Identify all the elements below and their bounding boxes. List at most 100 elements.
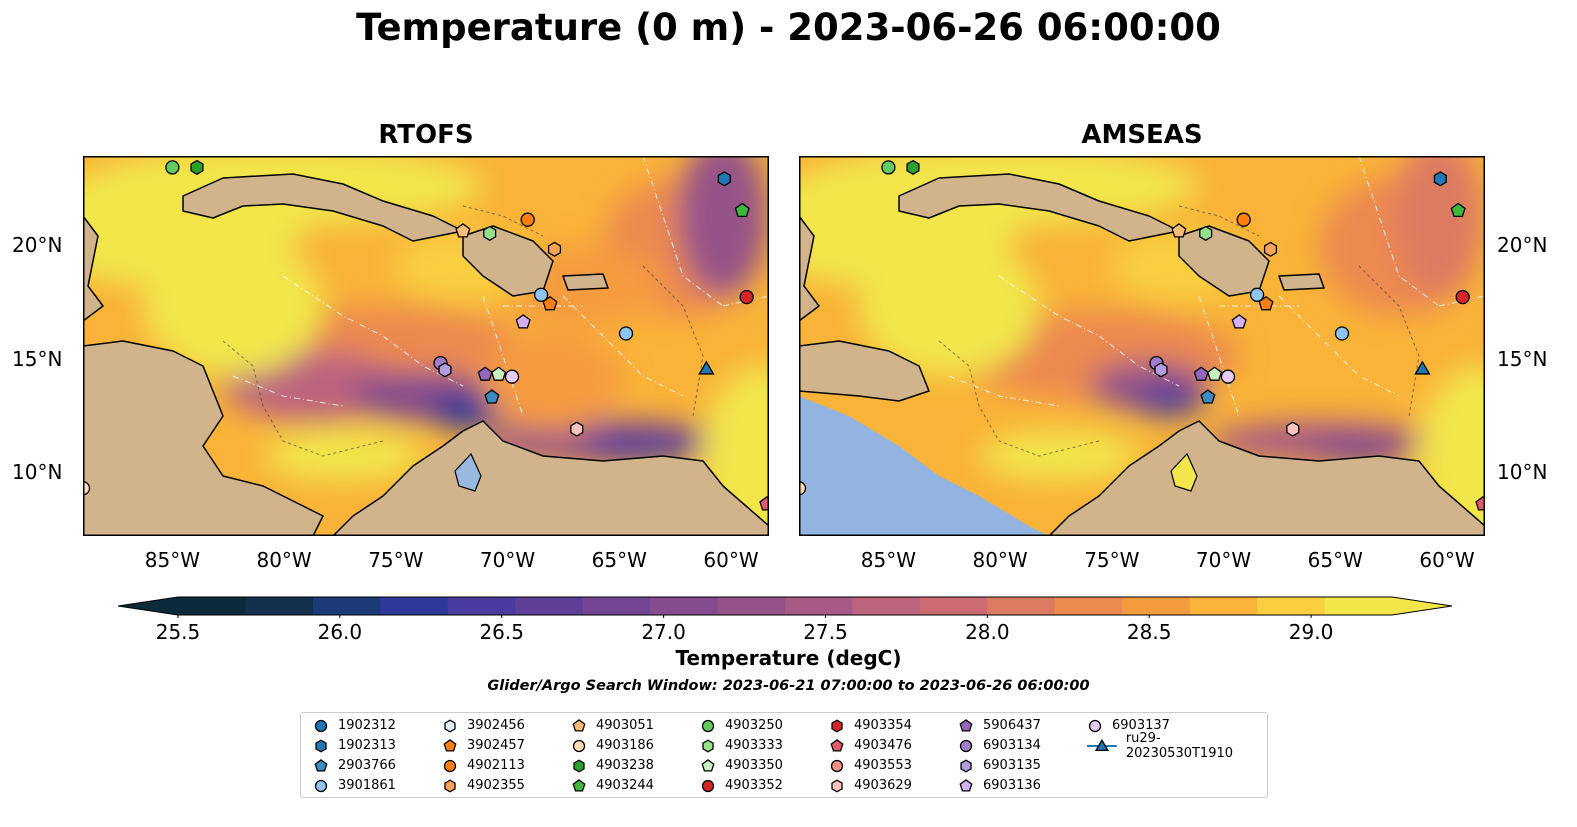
legend-label: 3901861: [338, 778, 396, 793]
float-markers: [75, 159, 775, 511]
lon-tick-label: 65°W: [591, 548, 647, 572]
legend-label: 4903250: [725, 718, 783, 733]
legend-label: 6903134: [983, 738, 1041, 753]
colorbar-tick-label: 28.5: [1126, 620, 1172, 644]
float-marker-2903766: [484, 389, 500, 404]
float-marker-4903051: [1171, 223, 1187, 238]
float-marker-4903629: [1286, 421, 1300, 437]
float-marker-3901861: [1249, 287, 1265, 302]
legend-marker-icon: [831, 778, 843, 793]
legend-marker-icon: [572, 778, 586, 792]
legend-label: 4903553: [854, 758, 912, 773]
land: [83, 173, 769, 536]
legend-item: 6903137: [1087, 716, 1170, 735]
float-marker-4903250: [881, 160, 896, 175]
legend-item: 2903766: [313, 756, 396, 775]
lon-tick-label: 75°W: [1084, 548, 1140, 572]
colorbar-tick-label: 26.0: [317, 620, 363, 644]
map-amseas: [790, 147, 1494, 545]
float-marker-4903250: [165, 160, 180, 175]
legend-item: 3902456: [442, 716, 525, 735]
legend-marker-icon: [702, 738, 714, 753]
legend-marker-icon: [959, 778, 973, 792]
legend-item: 4903333: [700, 736, 783, 755]
legend-label: 6903135: [983, 758, 1041, 773]
legend-marker-icon: [315, 738, 327, 753]
float-marker-2903766: [1200, 389, 1216, 404]
legend-item: 4902355: [442, 776, 525, 795]
lat-tick-label: 15°N: [12, 346, 63, 371]
map-rtofs-canvas: [74, 147, 778, 545]
legend-label: 4903051: [596, 718, 654, 733]
search-window-text: Glider/Argo Search Window: 2023-06-21 07…: [487, 678, 1090, 694]
legend-label: ru29-20230530T1910: [1125, 730, 1234, 761]
legend-marker-icon: [701, 758, 715, 772]
float-marker-3901861: [1334, 326, 1350, 341]
colorbar-tick-label: 29.0: [1288, 620, 1334, 644]
legend-label: 6903137: [1112, 718, 1170, 733]
legend-item: 4903350: [700, 756, 783, 775]
legend-label: 3902457: [467, 738, 525, 753]
float-marker-6903136: [1231, 314, 1247, 329]
float-marker-4903238: [906, 159, 920, 175]
float-marker-ru29-20230530T1910: [698, 360, 715, 375]
float-marker-6903135: [1154, 362, 1168, 378]
legend-item: 3901861: [313, 776, 396, 795]
lat-tick-label: 10°N: [1497, 460, 1548, 485]
panel-title-amseas: AMSEAS: [1081, 120, 1203, 150]
legend-label: 1902312: [338, 718, 396, 733]
legend-marker-icon: [314, 779, 328, 792]
lon-tick-label: 70°W: [1195, 548, 1252, 572]
lat-tick-label: 20°N: [12, 232, 63, 257]
sst-features: [799, 156, 1485, 536]
legend-marker-icon: [830, 738, 844, 752]
colorbar-label: Temperature (degC): [675, 646, 902, 670]
lon-tick-label: 80°W: [972, 548, 1028, 572]
legend-marker-icon: [831, 718, 843, 733]
lat-tick-label: 20°N: [1497, 232, 1548, 257]
legend-item: 1902312: [313, 716, 396, 735]
map-amseas-canvas: [790, 147, 1494, 545]
figure-title: Temperature (0 m) - 2023-06-26 06:00:00: [356, 6, 1221, 49]
legend-marker-icon: [701, 719, 715, 732]
legend-label: 6903136: [983, 778, 1041, 793]
lon-tick-label: 85°W: [860, 548, 916, 572]
legend-marker-icon: [830, 759, 844, 772]
float-marker-4902355: [1263, 241, 1278, 257]
colorbar-tick-label: 27.5: [803, 620, 848, 644]
lake-maracaibo: [1170, 452, 1198, 492]
float-marker-4903244: [1450, 202, 1466, 218]
legend-label: 1902313: [338, 738, 396, 753]
float-marker-4903352: [1455, 289, 1470, 305]
lat-tick-label: 15°N: [1497, 346, 1548, 371]
legend-item: 4903238: [571, 756, 654, 775]
float-marker-4903352: [739, 289, 754, 305]
float-marker-4902113: [520, 212, 535, 227]
legend-item: 6903136: [958, 776, 1041, 795]
legend-marker-icon: [314, 719, 328, 732]
legend-label: 5906437: [983, 718, 1041, 733]
legend-label: 4903350: [725, 758, 783, 773]
lon-tick-label: 85°W: [144, 548, 200, 572]
lon-tick-label: 80°W: [256, 548, 312, 572]
legend-marker-icon: [443, 738, 457, 752]
legend-item: 4903244: [571, 776, 654, 795]
legend-item: 3902457: [442, 736, 525, 755]
legend-marker-icon: [959, 739, 973, 752]
float-marker-4902355: [547, 241, 562, 257]
float-marker-6903137: [1220, 369, 1236, 384]
legend-label: 4902355: [467, 778, 525, 793]
isobaths: [222, 205, 704, 457]
float-marker-ru29-20230530T1910: [1414, 360, 1431, 375]
legend-label: 4903352: [725, 778, 783, 793]
float-marker-3902457: [1258, 295, 1274, 311]
float-marker-4903333: [1199, 225, 1213, 241]
float-marker-4903350: [1207, 366, 1223, 381]
legend-item: 4903629: [829, 776, 912, 795]
lake-maracaibo: [454, 452, 482, 492]
colorbar: [118, 596, 1452, 618]
legend-label: 4903476: [854, 738, 912, 753]
legend-marker-icon: [314, 758, 328, 772]
legend-marker-icon: [443, 759, 457, 772]
legend-label: 4902113: [467, 758, 525, 773]
